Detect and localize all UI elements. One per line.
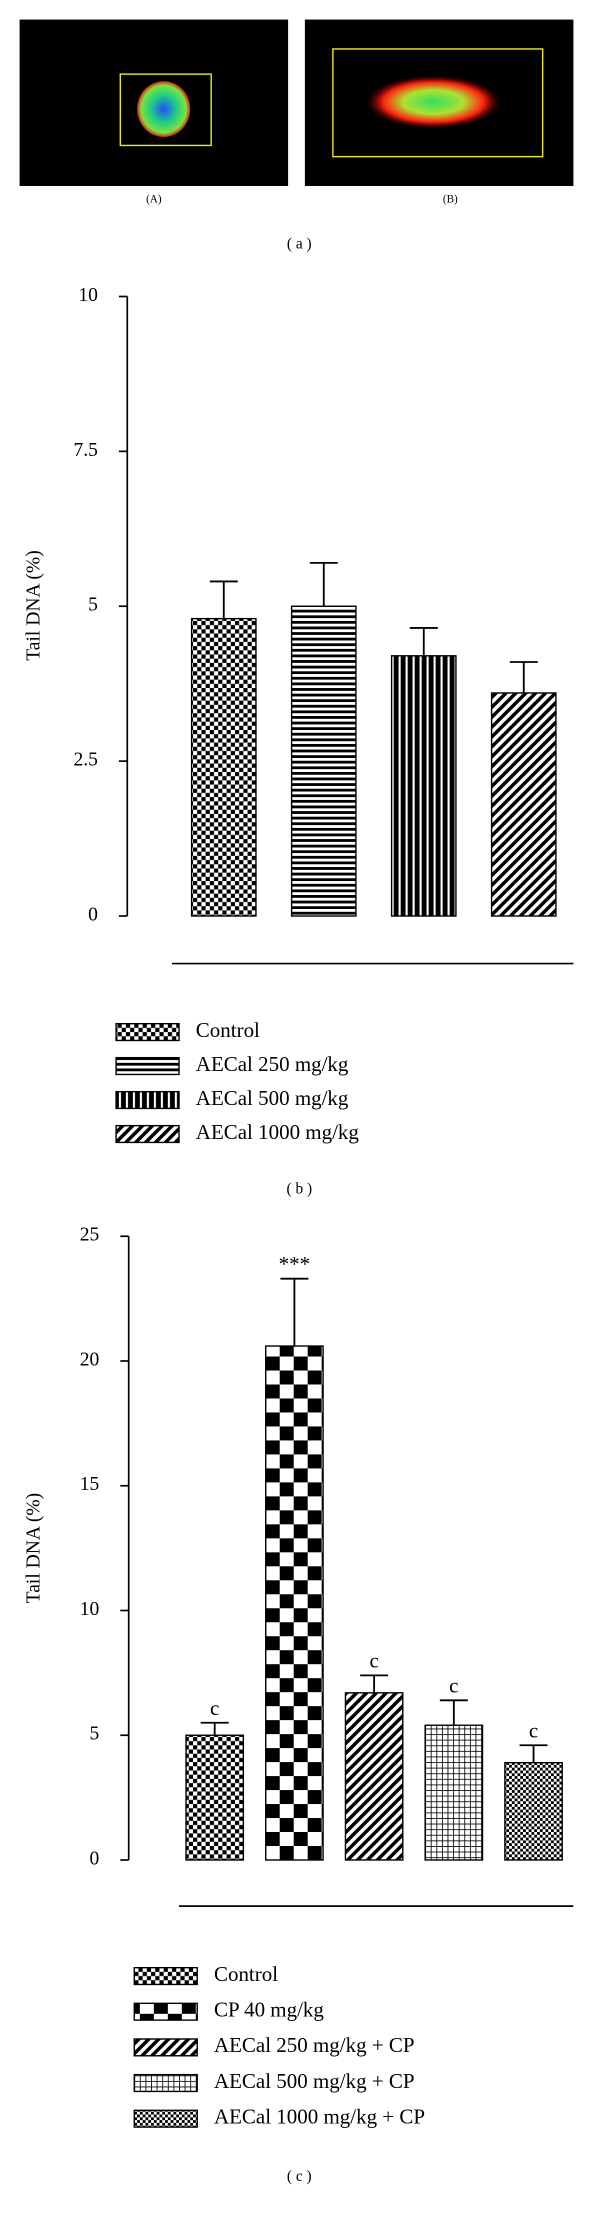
annotation: c xyxy=(369,1649,378,1673)
y-tick-label: 5 xyxy=(90,1724,100,1745)
bar xyxy=(344,1692,404,1861)
y-tick-label: 10 xyxy=(78,285,98,306)
bar xyxy=(190,617,257,917)
legend-label: AECal 500 mg/kg xyxy=(196,1086,349,1110)
bar xyxy=(490,692,557,917)
y-tick-label: 15 xyxy=(80,1474,100,1495)
legend-label: AECal 500 mg/kg + CP xyxy=(214,2069,415,2093)
annotation: *** xyxy=(279,1252,310,1276)
legend-label: Control xyxy=(196,1018,260,1042)
legend-swatch xyxy=(133,2002,198,2021)
bar xyxy=(504,1761,563,1861)
image-label: (A) xyxy=(146,194,162,206)
legend-swatch xyxy=(133,2073,198,2093)
legend-swatch xyxy=(133,2109,198,2128)
legend-label: Control xyxy=(214,1962,278,1986)
y-tick-label: 2.5 xyxy=(73,750,98,771)
y-axis-label: Tail DNA (%) xyxy=(23,550,44,661)
y-tick-label: 25 xyxy=(80,1225,100,1246)
annotation: c xyxy=(210,1696,219,1720)
bar xyxy=(265,1345,324,1861)
y-tick-label: 7.5 xyxy=(73,440,98,461)
legend-label: AECal 1000 mg/kg xyxy=(196,1120,360,1144)
legend-label: AECal 1000 mg/kg + CP xyxy=(214,2105,425,2129)
comet-image-a xyxy=(19,19,289,186)
caption: ( b ) xyxy=(286,1181,312,1198)
annotation: c xyxy=(449,1674,458,1698)
legend-swatch xyxy=(133,1966,198,1986)
caption: ( a ) xyxy=(287,235,312,252)
legend-swatch xyxy=(115,1090,180,1110)
legend-label: CP 40 mg/kg xyxy=(214,1998,324,2022)
legend-swatch xyxy=(115,1124,180,1144)
bar xyxy=(290,605,357,917)
legend-label: AECal 250 mg/kg + CP xyxy=(214,2033,415,2057)
image-label: (B) xyxy=(443,194,458,206)
y-axis-label: Tail DNA (%) xyxy=(23,1493,44,1604)
y-tick-label: 0 xyxy=(88,904,98,925)
annotation: c xyxy=(529,1718,538,1742)
bar xyxy=(390,655,457,917)
legend-swatch xyxy=(115,1056,180,1076)
legend-swatch xyxy=(115,1022,180,1042)
bar xyxy=(424,1724,484,1861)
y-tick-label: 10 xyxy=(80,1599,100,1620)
y-tick-label: 0 xyxy=(90,1848,100,1869)
comet-image-b xyxy=(304,19,574,186)
y-tick-label: 20 xyxy=(80,1349,100,1370)
bar xyxy=(185,1734,245,1861)
y-tick-label: 5 xyxy=(88,595,98,616)
caption: ( c ) xyxy=(287,2168,312,2185)
legend-swatch xyxy=(133,2038,198,2057)
legend-label: AECal 250 mg/kg xyxy=(196,1052,349,1076)
